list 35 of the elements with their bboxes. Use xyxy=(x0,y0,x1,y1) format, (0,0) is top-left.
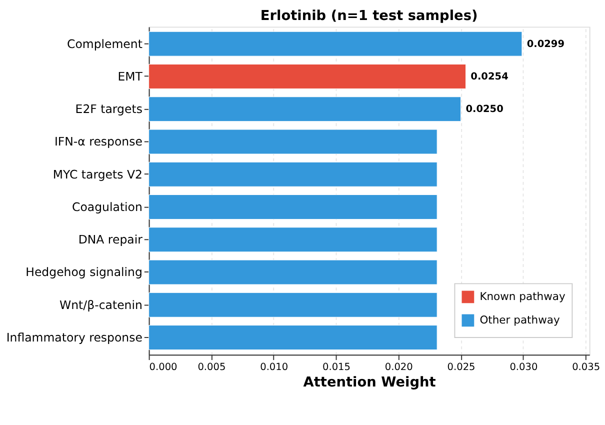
x-tick-label: 0.015 xyxy=(322,362,350,373)
y-tick-label: Inflammatory response xyxy=(6,330,142,344)
bar xyxy=(148,260,438,285)
x-axis-title: Attention Weight xyxy=(303,374,436,390)
y-tick-label: Hedgehog signaling xyxy=(26,265,142,280)
bar xyxy=(148,325,438,350)
x-tick-label: 0.005 xyxy=(198,362,226,373)
y-tick-label: DNA repair xyxy=(78,232,143,247)
data-label: 0.0254 xyxy=(470,71,509,82)
data-label: 0.0299 xyxy=(526,38,565,50)
y-tick-label: E2F targets xyxy=(75,102,142,116)
bar xyxy=(148,31,522,56)
bar xyxy=(148,292,438,318)
x-tick-label: 0.020 xyxy=(384,362,413,373)
chart-title: Erlotinib (n=1 test samples) xyxy=(260,8,478,24)
x-tick-label: 0.035 xyxy=(572,362,600,373)
x-tick-label: 0.010 xyxy=(260,362,288,373)
x-tick-label: 0.025 xyxy=(447,362,476,373)
bar xyxy=(148,64,466,89)
x-tick-label: 0.030 xyxy=(510,362,538,373)
y-tick-label: Complement xyxy=(67,36,143,51)
x-tick-label: 0.000 xyxy=(149,362,178,373)
y-tick-label: MYC targets V2 xyxy=(52,167,142,182)
bar xyxy=(148,129,438,154)
y-tick-label: EMT xyxy=(118,69,144,84)
bar xyxy=(148,162,438,187)
bar xyxy=(148,194,438,220)
y-tick-label: IFN-α response xyxy=(54,134,142,149)
legend-label: Known pathway xyxy=(480,290,566,303)
y-tick-label: Coagulation xyxy=(72,200,142,214)
legend-label: Other pathway xyxy=(480,313,560,326)
y-tick-label: Wnt/β-catenin xyxy=(60,298,142,312)
bar xyxy=(148,227,438,252)
bar xyxy=(148,96,462,122)
data-label: 0.0250 xyxy=(466,104,504,116)
